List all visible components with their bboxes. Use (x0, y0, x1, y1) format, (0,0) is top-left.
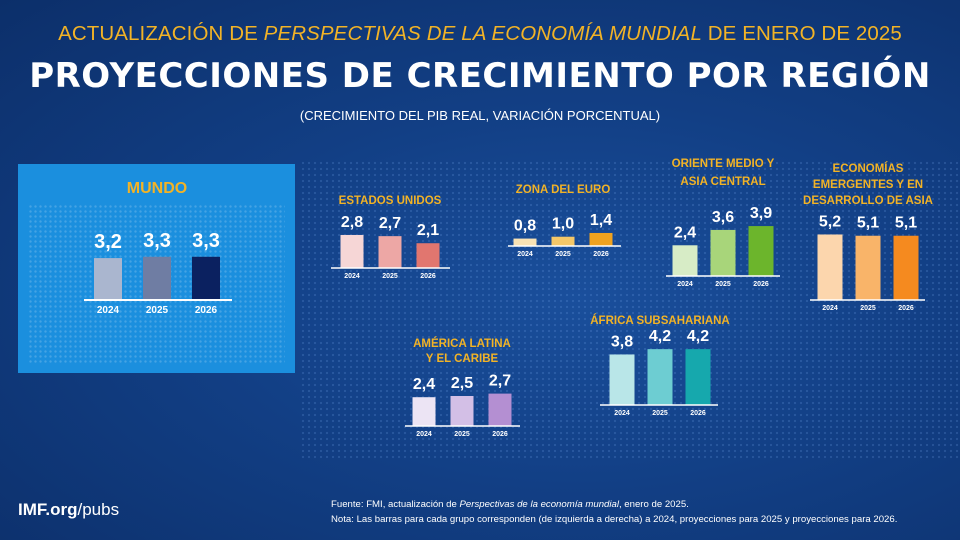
region-title: ÁFRICA SUBSAHARIANA (590, 314, 730, 327)
region-title: ECONOMÍAS (833, 162, 904, 175)
bar (817, 234, 843, 300)
bar (685, 349, 711, 405)
year-label: 2024 (614, 410, 630, 417)
year-label: 2025 (860, 305, 876, 312)
year-label: 2026 (690, 410, 706, 417)
value-label: 2,1 (417, 222, 439, 239)
year-label: 2024 (677, 281, 693, 288)
year-label: 2026 (492, 431, 508, 438)
value-label: 5,1 (857, 215, 879, 232)
value-label: 2,8 (341, 214, 363, 231)
value-label: 5,2 (819, 213, 841, 230)
bar (647, 349, 673, 405)
bar (192, 256, 220, 300)
bar (672, 245, 698, 276)
region-title: ZONA DEL EURO (516, 184, 611, 196)
region-title: DESARROLLO DE ASIA (803, 195, 933, 207)
bar (589, 232, 613, 246)
imf-logo[interactable]: IMF.org/pubs (18, 500, 120, 519)
value-label: 3,2 (94, 231, 122, 253)
world-panel (18, 164, 295, 373)
year-label: 2024 (822, 305, 838, 312)
region-title: AMÉRICA LATINA (413, 337, 511, 350)
bar (855, 235, 881, 300)
footnote: Nota: Las barras para cada grupo corresp… (331, 514, 898, 525)
region-title: Y EL CARIBE (426, 353, 499, 365)
value-label: 2,7 (489, 373, 511, 390)
year-label: 2026 (898, 305, 914, 312)
bar (710, 229, 736, 276)
header-line1: ACTUALIZACIÓN DE PERSPECTIVAS DE LA ECON… (58, 22, 902, 45)
source-note: Fuente: FMI, actualización de Perspectiv… (331, 499, 689, 510)
bar (143, 256, 171, 300)
value-label: 3,3 (143, 230, 171, 252)
bar (609, 354, 635, 405)
value-label: 3,9 (750, 205, 772, 222)
value-label: 2,4 (674, 224, 696, 241)
year-label: 2024 (517, 251, 533, 258)
page-subtitle: (CRECIMIENTO DEL PIB REAL, VARIACIÓN POR… (299, 108, 661, 123)
bar (488, 393, 512, 426)
year-label: 2025 (146, 305, 169, 316)
year-label: 2024 (416, 431, 432, 438)
region-title: MUNDO (127, 180, 187, 197)
value-label: 4,2 (649, 328, 671, 345)
region-title: ESTADOS UNIDOS (339, 195, 442, 207)
bar (94, 258, 122, 300)
year-label: 2026 (753, 281, 769, 288)
value-label: 1,0 (552, 216, 574, 233)
year-label: 2026 (593, 251, 609, 258)
value-label: 3,6 (712, 209, 734, 226)
year-label: 2026 (420, 273, 436, 280)
bar (378, 236, 402, 268)
region-title: ASIA CENTRAL (680, 176, 765, 188)
year-label: 2025 (652, 410, 668, 417)
bar (416, 243, 440, 268)
bar (412, 397, 436, 426)
year-label: 2025 (382, 273, 398, 280)
world-map-dots (300, 160, 960, 460)
bar (893, 235, 919, 300)
value-label: 2,5 (451, 375, 473, 392)
value-label: 5,1 (895, 215, 917, 232)
bar (551, 236, 575, 246)
bar (450, 396, 474, 426)
year-label: 2025 (555, 251, 571, 258)
value-label: 1,4 (590, 212, 612, 229)
region-title: EMERGENTES Y EN (813, 179, 923, 191)
value-label: 4,2 (687, 328, 709, 345)
value-label: 3,8 (611, 333, 633, 350)
value-label: 2,7 (379, 215, 401, 232)
bar (748, 226, 774, 276)
value-label: 2,4 (413, 376, 435, 393)
value-label: 0,8 (514, 218, 536, 235)
bar (340, 234, 364, 268)
page-title: PROYECCIONES DE CRECIMIENTO POR REGIÓN (29, 56, 931, 96)
value-label: 3,3 (192, 230, 220, 252)
bar (513, 238, 537, 246)
year-label: 2025 (715, 281, 731, 288)
region-title: ORIENTE MEDIO Y (672, 158, 775, 170)
year-label: 2024 (97, 305, 120, 316)
year-label: 2025 (454, 431, 470, 438)
year-label: 2026 (195, 305, 218, 316)
year-label: 2024 (344, 273, 360, 280)
